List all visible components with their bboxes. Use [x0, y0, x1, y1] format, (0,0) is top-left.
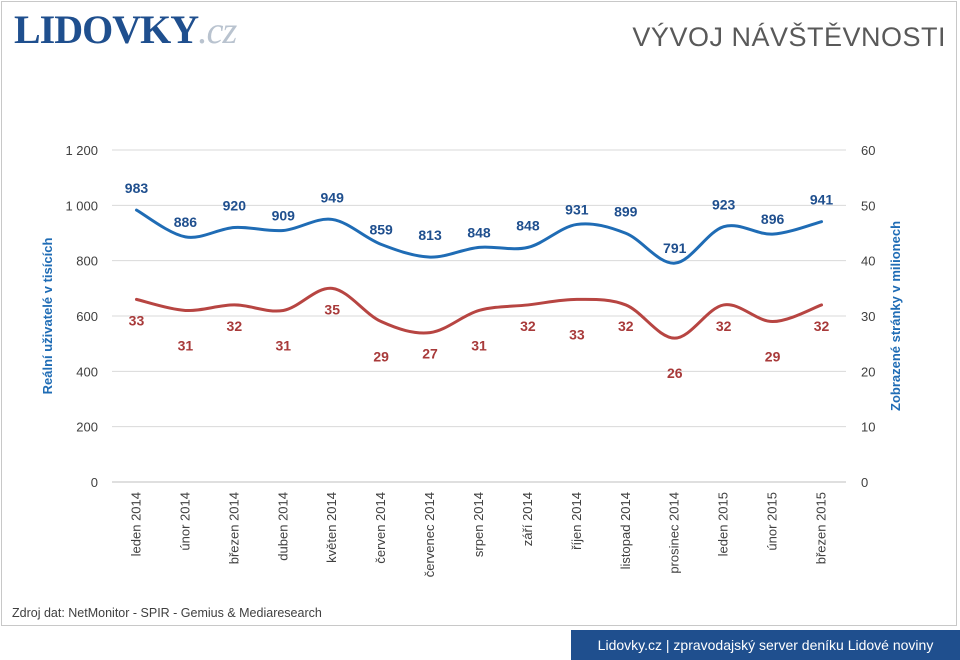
- y-left-tick-label: 200: [76, 420, 98, 435]
- logo-main: LIDOVKY: [14, 7, 199, 52]
- x-tick-label: březen 2015: [814, 492, 829, 564]
- pageviews-data-label: 31: [471, 337, 487, 353]
- x-tick-label: září 2014: [520, 492, 535, 546]
- users-data-label: 941: [810, 192, 834, 208]
- x-tick-label: srpen 2014: [471, 492, 486, 557]
- y-right-tick-label: 30: [861, 309, 875, 324]
- users-data-label: 899: [614, 203, 638, 219]
- users-data-label: 983: [125, 180, 149, 196]
- users-data-label: 896: [761, 211, 785, 227]
- users-data-label: 791: [663, 240, 687, 256]
- users-data-label: 813: [418, 227, 442, 243]
- pageviews-data-label: 26: [667, 365, 683, 381]
- chart-canvas: 0 200 400 600 800 1 000 1 200 0 10 20 30 40 50 60 le…: [40, 143, 903, 577]
- users-line: [134, 208, 824, 265]
- pageviews-data-label: 31: [178, 337, 194, 353]
- pageviews-data-label: 29: [373, 349, 389, 365]
- pageviews-data-label: 33: [129, 312, 145, 328]
- y-left-tick-label: 1 000: [65, 198, 98, 213]
- pageviews-data-label: 32: [618, 318, 634, 334]
- x-tick-label: prosinec 2014: [667, 492, 682, 574]
- left-axis-title: Reální uživatelé v tisících: [40, 238, 55, 395]
- users-data-label: 949: [321, 189, 345, 205]
- pageviews-data-label: 32: [716, 318, 732, 334]
- users-data-label: 859: [369, 221, 393, 237]
- users-data-label: 923: [712, 197, 736, 213]
- grid-lines: [112, 149, 846, 483]
- y-right-tick-label: 50: [861, 198, 875, 213]
- y-left-tick-label: 0: [91, 475, 98, 490]
- x-tick-label: listopad 2014: [618, 492, 633, 569]
- y-left-tick-label: 1 200: [65, 143, 98, 158]
- x-tick-label: květen 2014: [324, 492, 339, 563]
- x-tick-label: únor 2014: [177, 492, 192, 551]
- y-right-tick-label: 60: [861, 143, 875, 158]
- users-data-label: 920: [223, 197, 247, 213]
- footer-banner: Lidovky.cz | zpravodajský server deníku …: [571, 630, 960, 660]
- logo-tld: .cz: [198, 10, 237, 52]
- y-right-tick-label: 40: [861, 254, 875, 269]
- left-axis-ticks: 0 200 400 600 800 1 000 1 200: [65, 143, 98, 490]
- lidovky-logo: LIDOVKY.cz: [14, 7, 237, 52]
- pageviews-data-label: 32: [227, 318, 243, 334]
- y-right-tick-label: 0: [861, 475, 868, 490]
- pageviews-data-label: 32: [520, 318, 536, 334]
- pageviews-data-label: 31: [275, 337, 291, 353]
- x-tick-label: leden 2014: [128, 492, 143, 556]
- pageviews-data-label: 33: [569, 326, 585, 342]
- page-title: VÝVOJ NÁVŠTĚVNOSTI: [632, 22, 946, 52]
- users-data-label: 886: [174, 214, 198, 230]
- x-tick-label: únor 2015: [765, 492, 780, 551]
- data-labels: 983 886 920 909 949 859 813 848 848 931 899 791 923 8…: [125, 180, 834, 381]
- y-left-tick-label: 800: [76, 254, 98, 269]
- x-tick-label: červenec 2014: [422, 492, 437, 577]
- users-data-label: 909: [272, 208, 296, 224]
- x-tick-label: březen 2014: [226, 492, 241, 564]
- pageviews-line: [134, 286, 824, 340]
- x-axis-ticks: leden 2014 únor 2014 březen 2014 duben 2014…: [128, 492, 828, 577]
- series-lines: [134, 208, 824, 340]
- x-tick-label: duben 2014: [275, 492, 290, 561]
- chart-frame: [1, 1, 957, 626]
- x-tick-label: říjen 2014: [569, 492, 584, 550]
- source-note: Zdroj dat: NetMonitor - SPIR - Gemius & …: [12, 606, 322, 620]
- right-axis-ticks: 0 10 20 30 40 50 60: [861, 143, 875, 490]
- right-axis-title: Zobrazené stránky v milionech: [888, 221, 903, 411]
- y-right-tick-label: 20: [861, 364, 875, 379]
- y-right-tick-label: 10: [861, 420, 875, 435]
- y-left-tick-label: 600: [76, 309, 98, 324]
- users-data-label: 848: [516, 217, 540, 233]
- users-data-label: 848: [467, 224, 491, 240]
- users-data-label: 931: [565, 201, 589, 217]
- pageviews-data-label: 35: [324, 301, 340, 317]
- x-tick-label: leden 2015: [716, 492, 731, 556]
- pageviews-data-label: 32: [814, 318, 830, 334]
- pageviews-data-label: 27: [422, 346, 438, 362]
- x-tick-label: červen 2014: [373, 492, 388, 564]
- pageviews-data-label: 29: [765, 349, 781, 365]
- y-left-tick-label: 400: [76, 364, 98, 379]
